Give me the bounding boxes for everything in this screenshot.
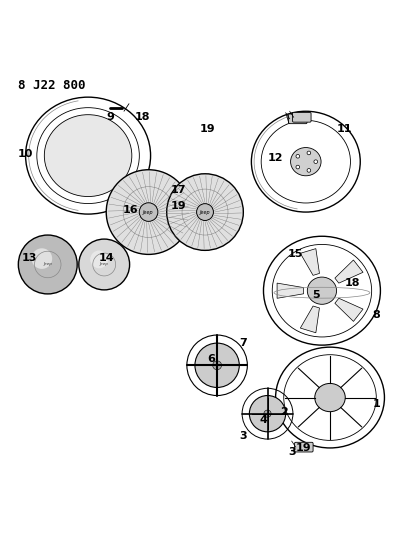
Text: 7: 7 <box>239 338 247 348</box>
Circle shape <box>295 165 299 169</box>
Circle shape <box>295 155 299 158</box>
Circle shape <box>97 154 101 158</box>
FancyBboxPatch shape <box>288 114 306 124</box>
Polygon shape <box>300 248 319 276</box>
Circle shape <box>89 143 94 148</box>
Circle shape <box>212 361 221 370</box>
Circle shape <box>306 168 310 172</box>
Circle shape <box>313 160 317 164</box>
Text: 19: 19 <box>199 124 214 134</box>
Text: 10: 10 <box>18 149 33 159</box>
Text: 17: 17 <box>171 185 186 195</box>
Circle shape <box>106 169 190 254</box>
Circle shape <box>196 204 213 221</box>
Text: 13: 13 <box>22 253 37 263</box>
Polygon shape <box>334 298 362 321</box>
Circle shape <box>90 251 108 268</box>
Circle shape <box>89 164 94 168</box>
Text: 5: 5 <box>311 290 319 300</box>
Text: 8: 8 <box>372 310 379 320</box>
Text: 9: 9 <box>106 112 114 122</box>
Text: 4: 4 <box>259 415 267 425</box>
Text: 6: 6 <box>207 354 215 364</box>
Text: 8 J22 800: 8 J22 800 <box>17 79 85 92</box>
Text: 14: 14 <box>98 253 114 263</box>
Ellipse shape <box>314 383 344 411</box>
Text: 19: 19 <box>171 201 186 211</box>
Circle shape <box>194 343 239 387</box>
Polygon shape <box>276 283 303 298</box>
Circle shape <box>139 203 158 221</box>
Text: Jeep: Jeep <box>100 262 109 266</box>
Text: 2: 2 <box>279 407 287 417</box>
Circle shape <box>79 239 129 290</box>
Ellipse shape <box>70 139 105 172</box>
Ellipse shape <box>44 115 132 197</box>
Circle shape <box>166 174 243 251</box>
Text: 1: 1 <box>372 399 379 409</box>
Circle shape <box>306 151 310 155</box>
Text: 18: 18 <box>134 112 150 122</box>
Text: 15: 15 <box>287 249 303 260</box>
Circle shape <box>18 235 77 294</box>
Text: Jeep: Jeep <box>143 209 153 215</box>
Text: 16: 16 <box>122 205 138 215</box>
Text: 11: 11 <box>336 124 351 134</box>
Text: Jeep: Jeep <box>43 262 52 266</box>
Polygon shape <box>300 306 319 333</box>
Circle shape <box>249 395 285 432</box>
Text: 18: 18 <box>343 278 359 288</box>
Circle shape <box>77 147 81 151</box>
Text: 12: 12 <box>267 152 283 163</box>
Circle shape <box>32 248 52 269</box>
Circle shape <box>77 160 81 164</box>
FancyBboxPatch shape <box>292 112 310 122</box>
Ellipse shape <box>307 277 336 304</box>
Polygon shape <box>334 260 362 283</box>
Text: 3: 3 <box>239 431 247 441</box>
Ellipse shape <box>290 148 320 176</box>
Text: 19: 19 <box>295 443 311 453</box>
Text: Jeep: Jeep <box>199 209 210 215</box>
FancyBboxPatch shape <box>294 442 312 452</box>
Circle shape <box>263 410 271 417</box>
Text: 3: 3 <box>287 447 295 457</box>
